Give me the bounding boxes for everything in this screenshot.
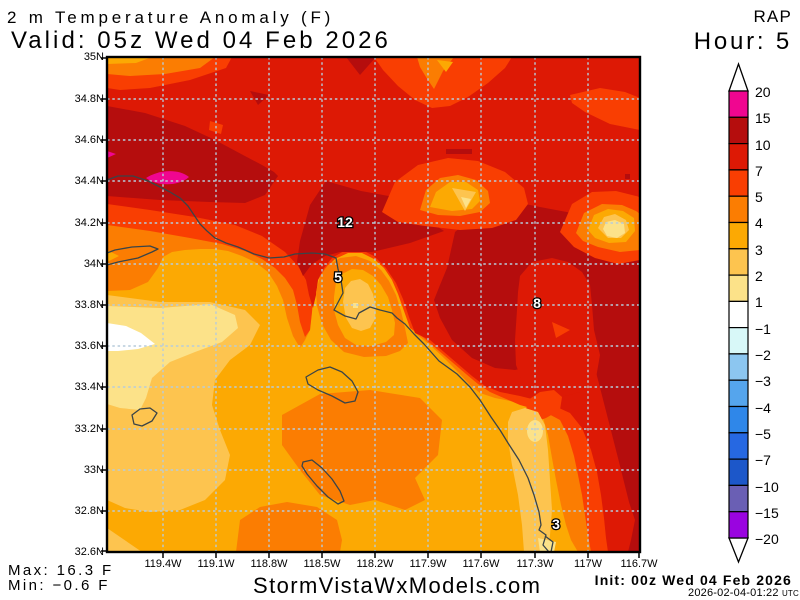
- svg-text:12: 12: [337, 214, 353, 230]
- svg-text:3: 3: [552, 516, 560, 532]
- svg-text:5: 5: [334, 269, 342, 285]
- svg-text:8: 8: [533, 295, 541, 311]
